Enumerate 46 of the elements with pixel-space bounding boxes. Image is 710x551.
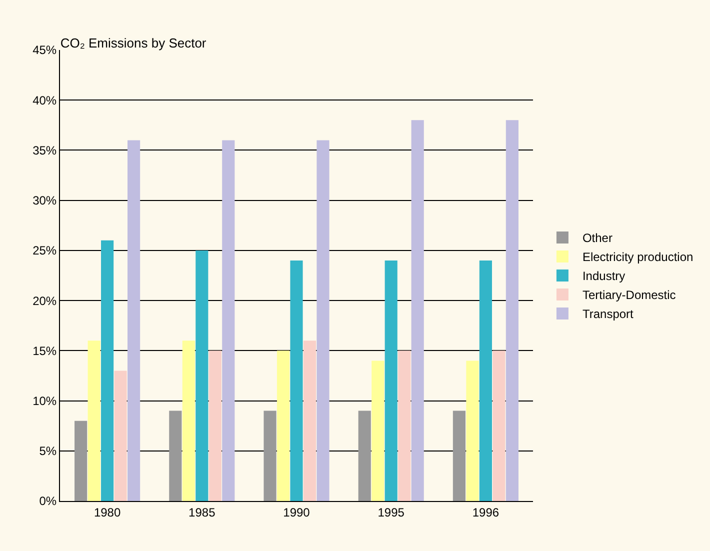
- bar: [290, 260, 303, 501]
- bar: [88, 340, 100, 501]
- bar: [411, 120, 424, 501]
- bar: [358, 410, 371, 501]
- bar: [479, 260, 492, 501]
- bar: [128, 140, 140, 501]
- legend-label: Electricity production: [582, 250, 694, 264]
- x-tick-label: 1990: [283, 505, 310, 520]
- bar: [303, 340, 316, 501]
- bar: [208, 350, 222, 501]
- bar: [74, 420, 88, 501]
- chart-title: CO₂ Emissions by Sector: [60, 36, 207, 51]
- bar: [114, 370, 127, 501]
- bar: [101, 240, 114, 501]
- bar: [452, 410, 466, 501]
- x-tick-label: 1996: [472, 505, 500, 520]
- legend-label: Other: [582, 231, 612, 246]
- legend-label: Tertiary-Domestic: [582, 288, 676, 302]
- y-tick-label: 15%: [32, 344, 57, 358]
- y-tick-label: 40%: [32, 93, 57, 108]
- bar: [276, 350, 290, 501]
- y-tick-label: 10%: [32, 394, 57, 408]
- bar: [398, 350, 411, 501]
- y-tick-label: 45%: [32, 43, 57, 58]
- bar: [372, 360, 384, 501]
- bar: [492, 350, 506, 501]
- x-tick-label: 1995: [378, 505, 405, 520]
- bar: [466, 360, 479, 501]
- x-tick-label: 1985: [188, 505, 216, 520]
- bar: [196, 250, 208, 501]
- bar: [506, 120, 518, 501]
- y-tick-label: 35%: [32, 143, 57, 158]
- y-tick-label: 20%: [32, 294, 57, 308]
- legend-label: Transport: [582, 307, 634, 322]
- y-tick-label: 0%: [39, 494, 57, 508]
- bar: [169, 410, 182, 501]
- y-tick-label: 5%: [39, 444, 57, 458]
- bar: [384, 260, 398, 501]
- bar: [182, 340, 195, 501]
- bar: [264, 410, 276, 501]
- legend-label: Industry: [582, 269, 626, 284]
- bar: [222, 140, 235, 501]
- bar: [316, 140, 330, 501]
- y-tick-label: 30%: [32, 194, 57, 208]
- y-tick-label: 25%: [32, 244, 57, 258]
- x-tick-label: 1980: [94, 505, 121, 520]
